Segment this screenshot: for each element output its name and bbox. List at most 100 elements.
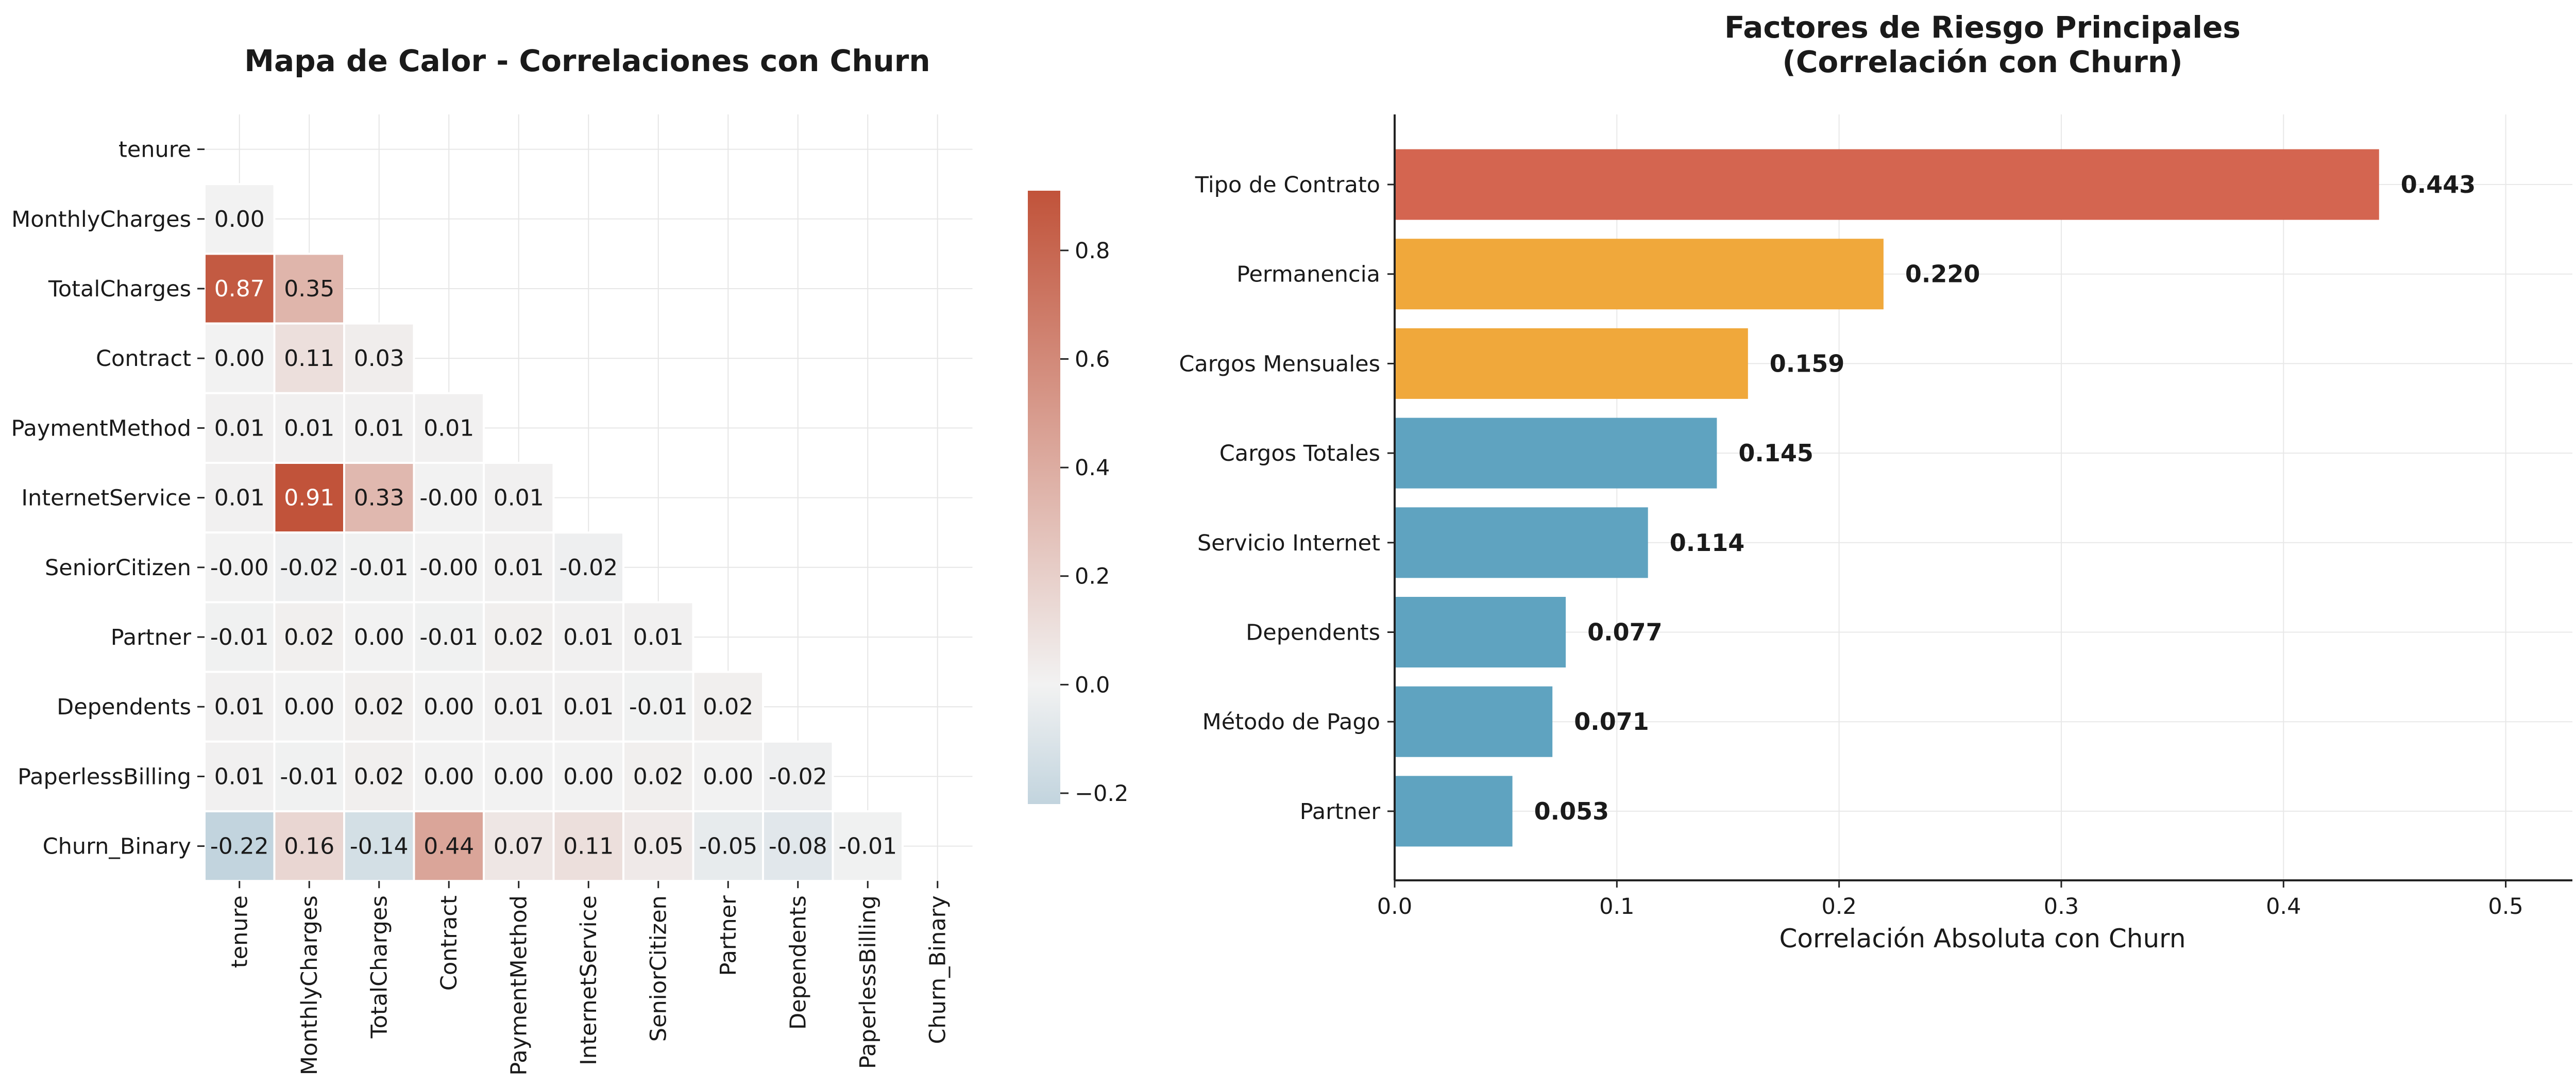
heatmap-row-label: tenure [118,137,191,163]
heatmap-cell-value: 0.16 [284,833,334,860]
heatmap-cell-value: 0.35 [284,276,334,302]
heatmap-cell-value: -0.01 [838,833,897,860]
heatmap-cell [413,671,485,743]
heatmap-cell-value: 0.91 [284,485,334,511]
heatmap-column-label: TotalCharges [367,895,393,1039]
heatmap-cell [832,810,904,882]
heatmap-cell-value: 0.33 [354,485,404,511]
bar-category-label: Tipo de Contrato [1195,172,1380,198]
heatmap-cell-value: 0.05 [633,833,684,860]
heatmap-cell-value: 0.02 [633,763,684,790]
bar-x-tick-label: 0.5 [2488,894,2523,920]
heatmap-row-label: Partner [111,625,192,650]
heatmap-cell [622,671,694,743]
bar-chart-x-axis-label: Correlación Absoluta con Churn [1779,924,2185,954]
heatmap-cell-value: 0.01 [494,555,544,581]
heatmap-column-label: MonthlyCharges [297,895,323,1075]
heatmap-cell-value: 0.02 [354,694,404,720]
bar [1395,507,1648,578]
heatmap-cell-value: -0.22 [210,833,269,860]
heatmap-cell [273,322,345,394]
heatmap-cell-value: -0.05 [699,833,757,860]
heatmap-cell [622,740,694,813]
bar [1395,417,1717,489]
bar-value-label: 0.145 [1738,439,1814,467]
heatmap-row-label: Dependents [57,694,191,720]
bar-x-tick-label: 0.2 [1821,894,1856,920]
heatmap-cell-value: 0.87 [214,276,265,302]
bar-category-label: Cargos Totales [1219,441,1380,466]
bar-category-label: Permanencia [1236,262,1380,288]
heatmap-cell [204,740,276,813]
heatmap-cell-value: 0.00 [423,694,474,720]
bar [1395,149,2379,220]
heatmap-cell-value: 0.02 [284,624,334,650]
bar [1395,328,1748,399]
heatmap-cell-value: 0.11 [563,833,614,860]
heatmap-cell [622,601,694,673]
heatmap-cell-value: -0.01 [629,694,688,720]
bar-x-tick-label: 0.3 [2044,894,2079,920]
heatmap-cell [413,462,485,534]
colorbar-tick-label: 0.4 [1075,455,1110,481]
heatmap-cell-value: -0.02 [280,555,338,581]
bar-chart-panel: Factores de Riesgo Principales (Correlac… [1179,10,2572,954]
heatmap-cell-value: -0.01 [210,624,269,650]
heatmap-cells: 0.00 0.87 0.35 0.00 0.11 0.03 0.01 0.01 0.01 0.01… [204,183,904,882]
heatmap-row-label: SeniorCitizen [45,555,191,581]
heatmap-cell [204,531,276,604]
heatmap-cell-value: 0.02 [494,624,544,650]
colorbar-gradient [1028,191,1060,804]
colorbar-ticks: −0.2 0.0 0.2 0.4 0.6 0.8 [1060,238,1128,807]
heatmap-cell [273,462,345,534]
heatmap-cell [483,601,555,673]
heatmap-cell-value: -0.01 [280,763,338,790]
heatmap-cell-value: 0.44 [423,833,474,860]
heatmap-column-label: InternetService [576,895,602,1065]
heatmap-column-label: Churn_Binary [925,895,951,1044]
bar-category-label: Partner [1300,799,1381,825]
colorbar-tick-label: 0.2 [1075,564,1110,590]
heatmap-cell [343,810,415,882]
heatmap-cell-value: 0.01 [494,694,544,720]
heatmap-cell [762,810,834,882]
heatmap-row-label: Contract [96,346,191,372]
heatmap-row-label: MonthlyCharges [11,207,191,232]
heatmap-cell-value: 0.01 [423,415,474,441]
heatmap-column-label: Dependents [786,895,811,1030]
heatmap-cell [483,462,555,534]
heatmap-cell-value: 0.01 [214,485,265,511]
heatmap-cell [273,740,345,813]
bar-x-tick-label: 0.1 [1599,894,1634,920]
colorbar-tick-label: 0.0 [1075,672,1110,698]
bar-chart-bars: 0.443 0.220 0.159 0.145 0.114 0.077 0.071 0.053 [1395,149,2476,847]
heatmap-row-label: InternetService [21,486,191,511]
bar-chart-grid [1394,114,2572,880]
bar [1395,239,1884,310]
heatmap-cell-value: 0.02 [703,694,753,720]
bar-chart-title-line-2: (Correlación con Churn) [1782,44,2182,79]
heatmap-cell [204,671,276,743]
heatmap-cell [343,601,415,673]
heatmap-cell-value: 0.01 [563,624,614,650]
heatmap-cell [483,531,555,604]
heatmap-cell-value: 0.11 [284,345,334,372]
heatmap-cell-value: -0.00 [210,555,269,581]
heatmap-cell [343,531,415,604]
bar-value-label: 0.053 [1534,797,1609,825]
heatmap-row-label: Churn_Binary [43,834,191,860]
heatmap-cell [343,671,415,743]
heatmap-cell-value: 0.00 [354,624,404,650]
heatmap-cell-value: 0.03 [354,345,404,372]
bar-value-label: 0.077 [1587,619,1663,646]
heatmap-cell-value: 0.00 [494,763,544,790]
bar-category-label: Dependents [1246,620,1380,646]
heatmap-row-labels: tenure MonthlyCharges TotalCharges Contract… [11,137,205,860]
heatmap-cell-value: -0.02 [559,555,618,581]
heatmap-cell [552,671,624,743]
heatmap-cell-value: 0.00 [214,345,265,372]
heatmap-column-label: Partner [716,895,741,976]
bar-category-label: Método de Pago [1202,709,1380,735]
heatmap-cell-value: 0.01 [354,415,404,441]
